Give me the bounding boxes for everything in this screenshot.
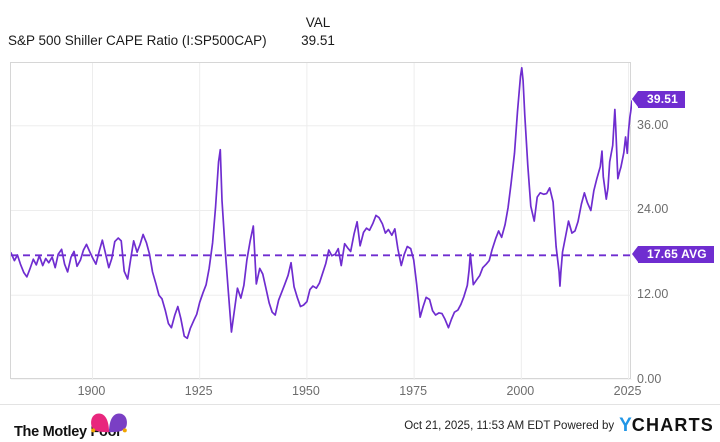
jester-hat-icon (91, 413, 127, 433)
last-value-badge-label: 39.51 (647, 92, 679, 107)
x-axis-tick-label: 1925 (184, 384, 213, 398)
x-axis-tick-label: 2025 (613, 384, 642, 398)
series-line (11, 66, 632, 340)
x-axis-tick-label: 1950 (292, 384, 320, 398)
chart-footer: The Motley Fool Oct 21, 2025, 11:53 AM E… (0, 404, 720, 442)
ycharts-y-mark: Y (619, 415, 632, 436)
motley-fool-logo: The Motley Fool (14, 411, 224, 441)
average-badge-label: 17.65 AVG (647, 246, 707, 261)
plot-area (10, 62, 632, 380)
average-badge: 17.65 AVG (632, 245, 714, 263)
gridlines (11, 63, 632, 380)
val-column: VAL 39.51 (258, 14, 378, 50)
y-axis-tick-label: 36.00 (637, 117, 669, 132)
series-title: S&P 500 Shiller CAPE Ratio (I:SP500CAP) (8, 33, 267, 48)
y-axis-tick-label: 24.00 (637, 202, 669, 217)
chart-canvas (11, 63, 632, 380)
x-axis-tick-label: 1900 (77, 384, 106, 398)
last-value-badge: 39.51 (632, 91, 686, 109)
ycharts-logo: Y CHARTS (619, 415, 714, 436)
chart-header: S&P 500 Shiller CAPE Ratio (I:SP500CAP) … (0, 0, 720, 55)
x-axis-tick-label: 2000 (506, 384, 535, 398)
y-axis-tick-label: 12.00 (637, 287, 669, 302)
attribution-text: Oct 21, 2025, 11:53 AM EDT Powered by (404, 419, 615, 432)
badge-arrow-icon (632, 91, 638, 108)
y-axis-tick-label: 0.00 (637, 372, 662, 386)
x-axis-tick-label: 1975 (399, 384, 428, 398)
ycharts-wordmark: CHARTS (631, 415, 714, 435)
badge-arrow-icon (632, 245, 638, 262)
val-column-header: VAL (305, 15, 331, 30)
val-column-value: 39.51 (301, 33, 335, 48)
